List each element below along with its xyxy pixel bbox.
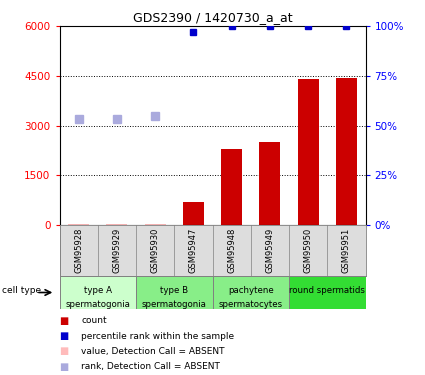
Bar (144, 224, 166, 225)
Text: cell type: cell type (2, 286, 41, 295)
FancyBboxPatch shape (212, 276, 289, 309)
Text: round spermatids: round spermatids (289, 286, 365, 296)
Text: value, Detection Call = ABSENT: value, Detection Call = ABSENT (81, 347, 225, 356)
Bar (336, 78, 357, 225)
Text: spermatogonia: spermatogonia (65, 300, 130, 309)
Bar (106, 224, 128, 225)
Text: GSM95928: GSM95928 (74, 228, 83, 273)
Text: ■: ■ (59, 331, 68, 341)
Text: spermatogonia: spermatogonia (142, 300, 207, 309)
Text: percentile rank within the sample: percentile rank within the sample (81, 332, 235, 340)
Text: GSM95948: GSM95948 (227, 228, 236, 273)
FancyBboxPatch shape (60, 276, 136, 309)
Text: ■: ■ (59, 316, 68, 326)
Bar (68, 224, 89, 225)
Bar (221, 149, 242, 225)
Text: GSM95929: GSM95929 (112, 228, 122, 273)
Text: GSM95947: GSM95947 (189, 228, 198, 273)
Bar (259, 141, 280, 225)
Text: GSM95950: GSM95950 (303, 228, 313, 273)
Text: count: count (81, 316, 107, 325)
Text: type A: type A (84, 286, 112, 296)
Text: pachytene: pachytene (228, 286, 274, 296)
Bar (298, 79, 319, 225)
Bar (183, 202, 204, 225)
Text: rank, Detection Call = ABSENT: rank, Detection Call = ABSENT (81, 362, 220, 371)
Title: GDS2390 / 1420730_a_at: GDS2390 / 1420730_a_at (133, 11, 292, 24)
Text: type B: type B (160, 286, 188, 296)
Text: GSM95949: GSM95949 (265, 228, 275, 273)
FancyBboxPatch shape (289, 276, 366, 309)
Text: spermatocytes: spermatocytes (219, 300, 283, 309)
Text: ■: ■ (59, 346, 68, 356)
Text: ■: ■ (59, 362, 68, 372)
Text: GSM95930: GSM95930 (150, 228, 160, 273)
FancyBboxPatch shape (136, 276, 212, 309)
Text: GSM95951: GSM95951 (342, 228, 351, 273)
